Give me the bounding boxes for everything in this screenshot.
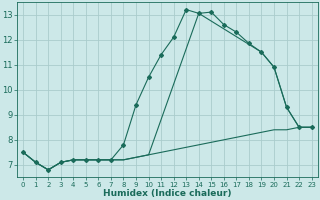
X-axis label: Humidex (Indice chaleur): Humidex (Indice chaleur) <box>103 189 232 198</box>
